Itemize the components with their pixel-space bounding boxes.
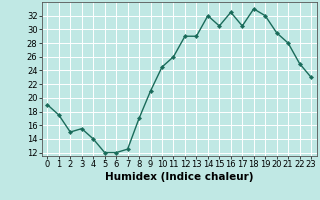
X-axis label: Humidex (Indice chaleur): Humidex (Indice chaleur) bbox=[105, 172, 253, 182]
